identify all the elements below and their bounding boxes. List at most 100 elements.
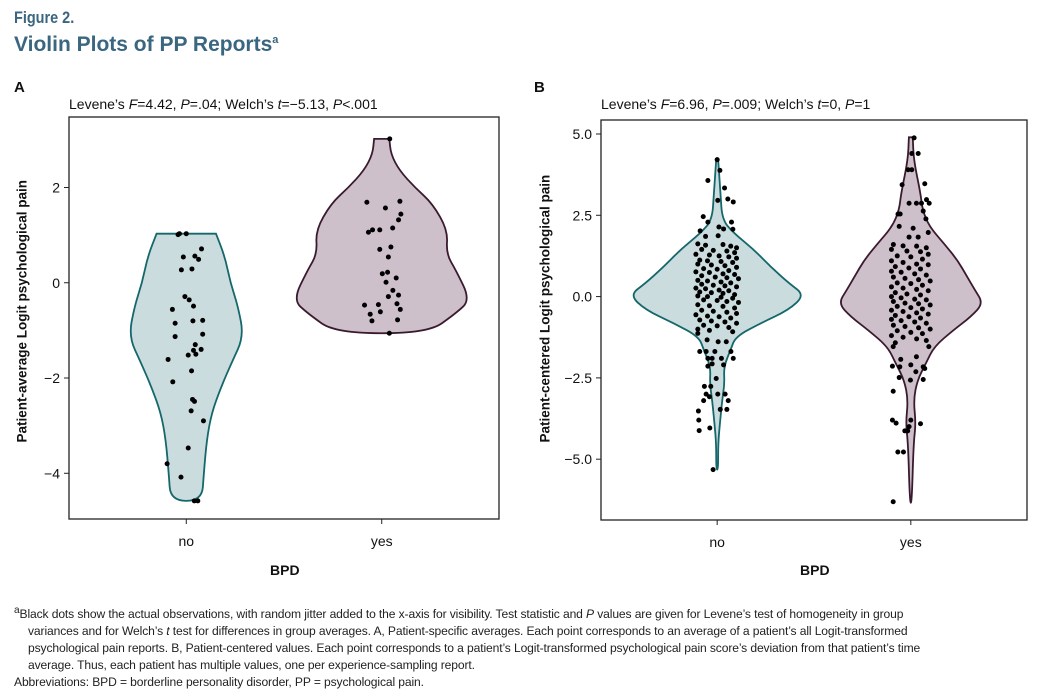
observation-point-no — [696, 417, 702, 423]
observation-point-no — [729, 219, 735, 225]
observation-point-no — [705, 313, 710, 319]
observation-point-yes — [906, 314, 912, 320]
observation-point-yes — [926, 344, 932, 350]
statistic-text: =6.96, — [669, 96, 713, 112]
statistic-text: P — [845, 96, 855, 112]
observation-point-no — [718, 294, 724, 300]
observation-point-yes — [890, 274, 896, 280]
observation-point-yes — [396, 292, 402, 298]
observation-point-no — [695, 326, 701, 332]
observation-point-yes — [895, 449, 901, 455]
observation-point-yes — [916, 325, 922, 331]
observation-point-no — [735, 276, 741, 282]
observation-point-no — [695, 293, 701, 299]
plot-frame — [600, 119, 1028, 521]
x-tick-label-yes: yes — [900, 534, 922, 550]
caption-text: values are given for Levene’s test of ho… — [593, 607, 904, 622]
observation-point-no — [730, 199, 736, 205]
observation-point-yes — [912, 271, 918, 277]
observation-point-yes — [890, 298, 896, 304]
observation-point-no — [716, 314, 722, 320]
observation-point-yes — [906, 234, 912, 240]
observation-point-yes — [892, 312, 898, 318]
observation-point-no — [730, 226, 736, 232]
observation-point-yes — [890, 322, 896, 328]
observation-point-no — [199, 246, 205, 252]
observation-point-yes — [900, 334, 906, 340]
observation-point-no — [178, 474, 184, 480]
observation-point-no — [188, 408, 194, 414]
observation-point-no — [191, 347, 197, 353]
observation-point-yes — [923, 337, 929, 343]
observation-point-yes — [909, 167, 915, 173]
observation-point-no — [732, 305, 738, 311]
observation-point-no — [732, 271, 738, 277]
statistic-text: =0, — [821, 96, 846, 112]
observation-point-no — [718, 279, 724, 285]
observation-point-no — [180, 254, 186, 260]
observation-point-no — [699, 246, 705, 252]
observation-point-no — [726, 268, 732, 274]
observation-point-no — [713, 376, 719, 382]
observation-point-no — [720, 242, 726, 248]
observation-point-no — [722, 263, 728, 269]
observation-point-yes — [888, 316, 894, 322]
panel-b-statistics: Levene’s F=6.96, P=.009; Welch’s t=0, P=… — [601, 96, 870, 112]
observation-point-yes — [898, 356, 904, 362]
observation-point-yes — [889, 363, 895, 369]
observation-point-no — [170, 379, 176, 385]
observation-point-no — [185, 352, 191, 358]
y-tick-label: −2.5 — [564, 370, 592, 386]
observation-point-no — [178, 267, 184, 273]
observation-point-yes — [927, 302, 933, 308]
observation-point-yes — [908, 254, 914, 260]
caption-text: variances and for Welch’s — [28, 624, 167, 639]
statistic-text: =.009; Welch’s — [721, 96, 818, 112]
observation-point-no — [196, 256, 202, 262]
observation-point-yes — [923, 272, 929, 278]
caption-italic: P — [586, 607, 594, 622]
observation-point-no — [696, 428, 702, 434]
observation-point-yes — [377, 246, 383, 252]
observation-point-no — [697, 228, 703, 234]
observation-point-no — [716, 224, 722, 230]
observation-point-no — [724, 406, 730, 412]
observation-point-no — [710, 247, 716, 253]
observation-point-yes — [912, 296, 918, 302]
observation-point-yes — [375, 302, 381, 308]
x-tick-label-no: no — [709, 534, 725, 550]
observation-point-no — [192, 342, 198, 348]
figure-label: Figure 2. — [14, 8, 75, 27]
observation-point-no — [724, 248, 730, 254]
observation-point-yes — [894, 280, 900, 286]
observation-point-no — [695, 302, 701, 308]
observation-point-no — [699, 281, 705, 287]
observation-point-yes — [385, 269, 391, 275]
observation-point-yes — [906, 200, 912, 206]
observation-point-no — [712, 274, 718, 280]
observation-point-no — [734, 245, 740, 251]
y-tick-label: 2 — [52, 179, 60, 195]
observation-point-no — [710, 282, 716, 288]
observation-point-no — [710, 467, 716, 473]
observation-point-no — [716, 253, 722, 259]
statistic-text: Levene’s — [601, 96, 661, 112]
observation-point-yes — [390, 225, 396, 231]
observation-point-no — [718, 258, 724, 264]
observation-point-no — [710, 308, 716, 314]
observation-point-yes — [904, 291, 910, 297]
observation-point-yes — [394, 301, 400, 307]
observation-point-yes — [892, 264, 898, 270]
observation-point-no — [716, 287, 722, 293]
observation-point-yes — [890, 499, 896, 505]
observation-point-no — [703, 286, 709, 292]
observation-point-yes — [918, 266, 923, 272]
statistic-text: Levene’s — [69, 96, 129, 112]
observation-point-yes — [918, 315, 923, 321]
observation-point-no — [708, 262, 714, 268]
violin-yes — [295, 138, 468, 335]
observation-point-yes — [922, 365, 928, 371]
observation-point-yes — [898, 295, 904, 301]
observation-point-no — [693, 285, 699, 291]
panel-a-plot: 2 0 −2 −4 no yes — [44, 116, 500, 549]
